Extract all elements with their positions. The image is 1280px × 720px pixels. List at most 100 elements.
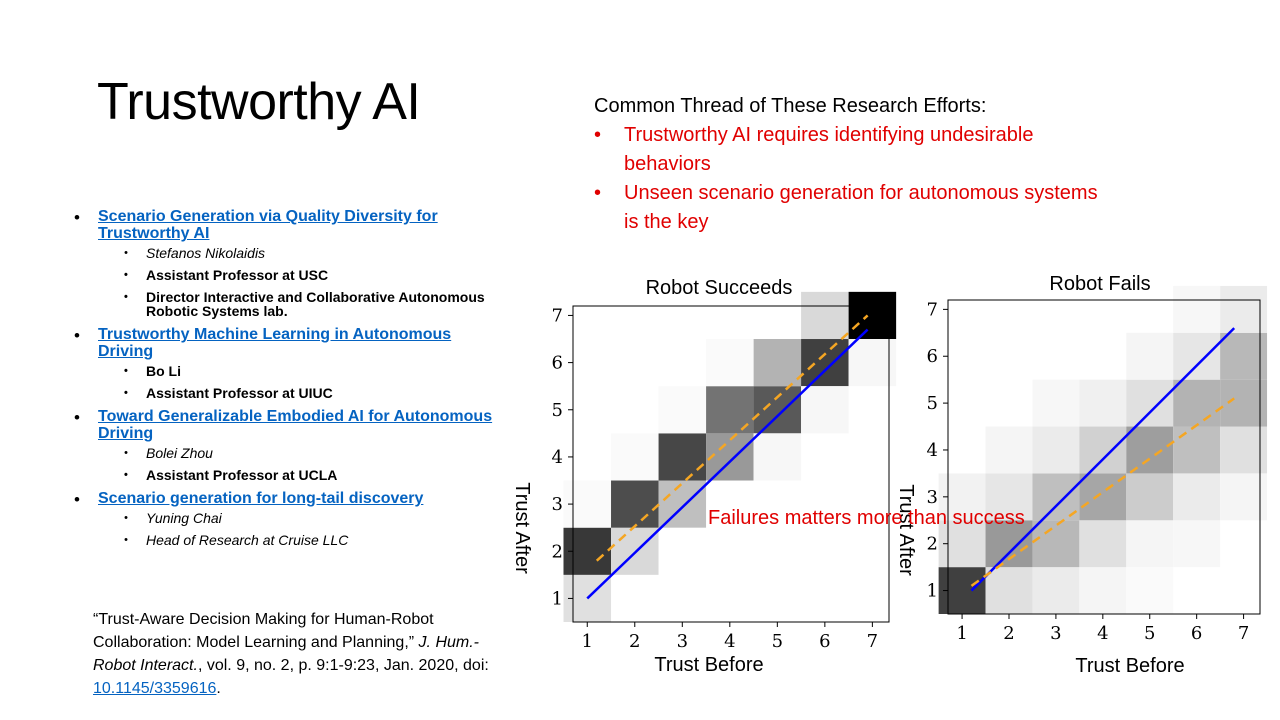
heatmap-cell xyxy=(1220,426,1268,474)
heatmap-cell xyxy=(1220,379,1268,427)
heatmap-cell xyxy=(753,339,802,387)
x-tick-label: 1 xyxy=(956,623,967,644)
x-tick-label: 2 xyxy=(1003,623,1014,644)
thread-points: Trustworthy AI requires identifying unde… xyxy=(594,121,1114,237)
speaker-name: Bolei Zhou xyxy=(124,446,494,460)
y-tick-label: 2 xyxy=(927,534,938,555)
heatmap-cell xyxy=(1079,426,1127,474)
doi-link[interactable]: 10.1145/3359616 xyxy=(93,680,217,697)
heatmap-cell xyxy=(1173,473,1221,521)
y-tick-label: 2 xyxy=(552,541,563,562)
talk-link[interactable]: Scenario Generation via Quality Diversit… xyxy=(98,208,438,242)
heatmap-cell xyxy=(706,433,754,481)
x-tick-label: 5 xyxy=(1144,623,1155,644)
talk-item: Scenario Generation via Quality Diversit… xyxy=(74,208,494,318)
heatmap-cell xyxy=(1173,285,1221,333)
heatmap-cell xyxy=(1126,426,1174,474)
heatmap-cell xyxy=(1126,567,1174,614)
speaker-name: Bo Li xyxy=(124,364,494,378)
heatmap-cell xyxy=(1126,520,1174,568)
y-tick-label: 6 xyxy=(927,346,938,367)
heatmap-cell xyxy=(985,567,1033,614)
y-tick-label: 4 xyxy=(927,440,938,461)
y-tick-label: 1 xyxy=(927,581,938,602)
slide-title: Trustworthy AI xyxy=(97,73,421,131)
heatmap-plot: 1 2 3 4 5 6 7 1 2 3 4 5 6 7 xyxy=(552,291,897,652)
x-axis-title: Trust Before xyxy=(654,654,763,676)
heatmap-cell xyxy=(1079,520,1127,568)
talk-link[interactable]: Scenario generation for long-tail discov… xyxy=(98,490,424,507)
thread-point: Trustworthy AI requires identifying unde… xyxy=(594,121,1114,179)
x-tick-label: 3 xyxy=(677,631,688,652)
speaker-role: Assistant Professor at UCLA xyxy=(124,468,494,482)
heatmap-cell xyxy=(985,426,1033,474)
heatmap-cell xyxy=(1173,332,1221,380)
heatmap-cell xyxy=(1173,520,1221,568)
heatmap-cell xyxy=(848,291,897,340)
heatmap-cell xyxy=(1032,426,1080,474)
y-tick-label: 3 xyxy=(552,494,563,515)
talk-item: Toward Generalizable Embodied AI for Aut… xyxy=(74,408,494,482)
heatmap-cell xyxy=(658,386,707,434)
talk-link[interactable]: Toward Generalizable Embodied AI for Aut… xyxy=(98,408,493,442)
talk-item: Trustworthy Machine Learning in Autonomo… xyxy=(74,326,494,400)
heatmap-cell xyxy=(1220,473,1268,521)
heatmap-cell xyxy=(801,291,849,340)
heatmap-cell xyxy=(1126,332,1174,380)
x-tick-label: 5 xyxy=(772,631,783,652)
dashed-trend-line xyxy=(970,397,1235,587)
citation-text: , vol. 9, no. 2, p. 9:1-9:23, Jan. 2020,… xyxy=(197,657,489,674)
citation-text: . xyxy=(216,680,221,697)
speaker-role: Assistant Professor at USC xyxy=(124,268,494,282)
talk-details: Yuning Chai Head of Research at Cruise L… xyxy=(98,511,494,547)
heatmap-cell xyxy=(658,433,707,481)
x-tick-label: 3 xyxy=(1050,623,1061,644)
talk-details: Bo Li Assistant Professor at UIUC xyxy=(98,364,494,400)
y-tick-label: 7 xyxy=(927,299,938,320)
y-axis-title: Trust After xyxy=(895,484,917,576)
x-tick-label: 4 xyxy=(1097,623,1108,644)
speaker-name: Yuning Chai xyxy=(124,511,494,525)
heatmap-cell xyxy=(801,386,849,434)
speaker-role: Assistant Professor at UIUC xyxy=(124,386,494,400)
heatmap-cell xyxy=(706,339,754,387)
y-tick-label: 5 xyxy=(552,400,563,421)
heatmap-cell xyxy=(611,480,659,528)
y-axis-title: Trust After xyxy=(511,482,533,574)
heatmap-cell xyxy=(1173,379,1221,427)
talk-item: Scenario generation for long-tail discov… xyxy=(74,490,494,547)
chart-robot-succeeds: Robot Succeeds 1 2 3 4 5 6 7 1 2 3 4 5 6 7 Trust Befo… xyxy=(511,277,897,676)
x-tick-label: 7 xyxy=(867,631,878,652)
y-tick-label: 6 xyxy=(552,353,563,374)
x-tick-label: 6 xyxy=(1191,623,1202,644)
citation-text: “Trust-Aware Decision Making for Human-R… xyxy=(93,611,434,651)
overlay-note: Failures matters more than success xyxy=(708,507,1025,529)
heatmap-cell xyxy=(985,473,1033,521)
heatmap-cell xyxy=(1079,567,1127,614)
x-tick-label: 7 xyxy=(1238,623,1249,644)
talk-link[interactable]: Trustworthy Machine Learning in Autonomo… xyxy=(98,326,452,360)
x-tick-label: 1 xyxy=(582,631,593,652)
heatmap-cell xyxy=(848,339,897,387)
common-thread-box: Common Thread of These Research Efforts:… xyxy=(594,92,1114,237)
heatmap-cell xyxy=(801,339,849,387)
chart-title: Robot Fails xyxy=(1049,273,1150,295)
x-axis-title: Trust Before xyxy=(1075,655,1184,677)
heatmap-cell xyxy=(1173,426,1221,474)
heatmap-cell xyxy=(1220,285,1268,333)
heatmap-cell xyxy=(1220,332,1268,380)
heatmap-cell xyxy=(1032,567,1080,614)
y-tick-label: 7 xyxy=(552,305,563,326)
solid-trend-line xyxy=(970,327,1236,592)
heatmap-cell xyxy=(1032,520,1080,568)
y-tick-label: 3 xyxy=(927,487,938,508)
x-tick-label: 4 xyxy=(724,631,735,652)
heatmap-cell xyxy=(1032,379,1080,427)
citation-journal: J. Hum.-Robot Interact. xyxy=(93,634,479,674)
heatmap-plot: 1 2 3 4 5 6 7 1 2 3 4 5 6 7 xyxy=(927,285,1268,644)
plot-frame xyxy=(572,305,890,623)
solid-trend-line xyxy=(586,328,869,600)
plot-frame xyxy=(947,299,1261,615)
heatmap-cell xyxy=(753,386,802,434)
heatmap-cell xyxy=(753,433,802,481)
